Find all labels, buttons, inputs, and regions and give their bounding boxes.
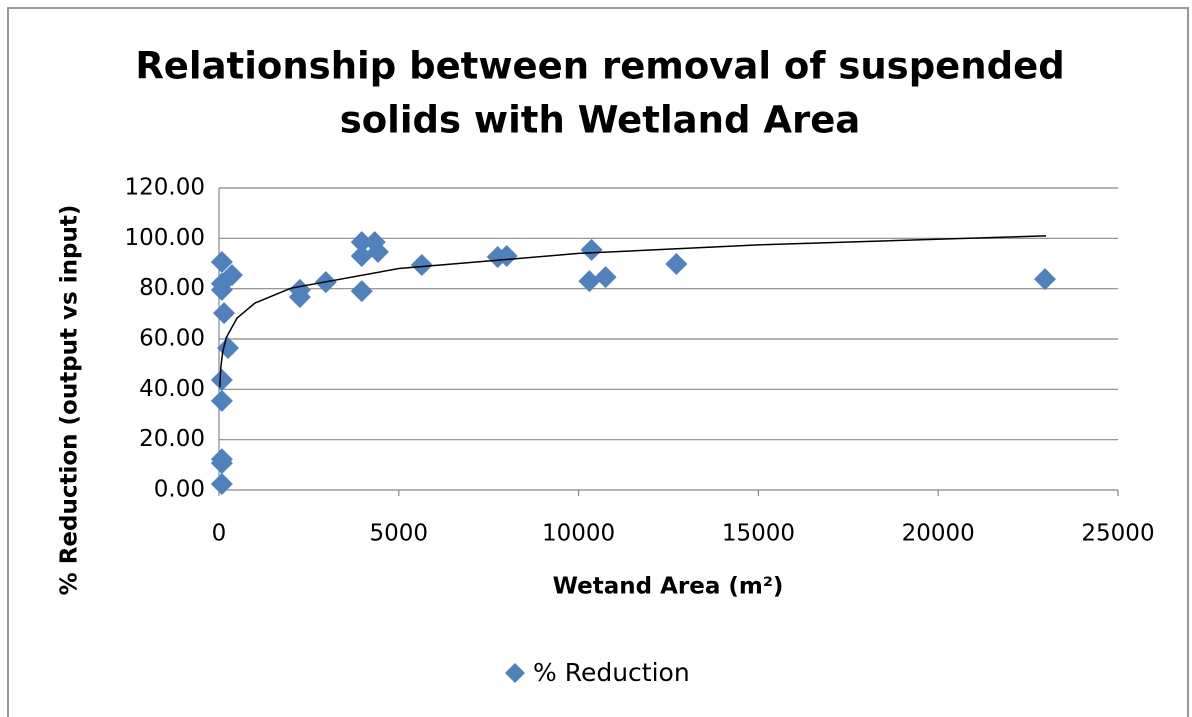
legend-marker — [505, 663, 525, 683]
data-point — [350, 231, 373, 254]
x-tick-label: 0 — [212, 521, 227, 547]
x-tick-label: 10000 — [542, 521, 615, 547]
y-axis-label: % Reduction (output vs input) — [57, 205, 83, 596]
data-point — [210, 250, 233, 273]
x-tick-label: 5000 — [370, 521, 429, 547]
y-tick-label: 80.00 — [139, 275, 205, 301]
data-point — [410, 254, 433, 277]
chart-title: solids with Wetland Area — [340, 99, 861, 142]
data-point — [210, 389, 233, 412]
data-point — [288, 285, 311, 308]
y-tick-label: 20.00 — [139, 426, 205, 452]
x-axis-label: Wetand Area (m²) — [553, 574, 784, 600]
y-tick-label: 0.00 — [154, 477, 205, 503]
data-point — [580, 238, 603, 261]
trendline — [218, 235, 1047, 388]
y-tick-label: 40.00 — [139, 376, 205, 402]
data-point — [1034, 268, 1057, 291]
data-point — [210, 448, 233, 471]
y-tick-label: 60.00 — [139, 326, 205, 352]
data-point — [495, 244, 518, 267]
data-point — [350, 280, 373, 303]
legend-label: % Reduction — [533, 658, 690, 687]
data-point — [665, 253, 688, 276]
chart-border — [7, 7, 1189, 717]
data-point — [210, 472, 233, 495]
y-tick-label: 120.00 — [125, 175, 205, 201]
chart-title: Relationship between removal of suspende… — [135, 45, 1064, 88]
data-point — [350, 244, 373, 267]
y-tick-label: 100.00 — [125, 225, 205, 251]
data-point — [210, 369, 233, 392]
x-tick-label: 25000 — [1081, 521, 1154, 547]
data-point — [366, 240, 389, 263]
data-point — [220, 264, 243, 287]
data-point — [213, 302, 236, 325]
data-point — [594, 266, 617, 289]
x-tick-label: 20000 — [902, 521, 975, 547]
data-point — [578, 270, 601, 293]
x-tick-label: 15000 — [722, 521, 795, 547]
